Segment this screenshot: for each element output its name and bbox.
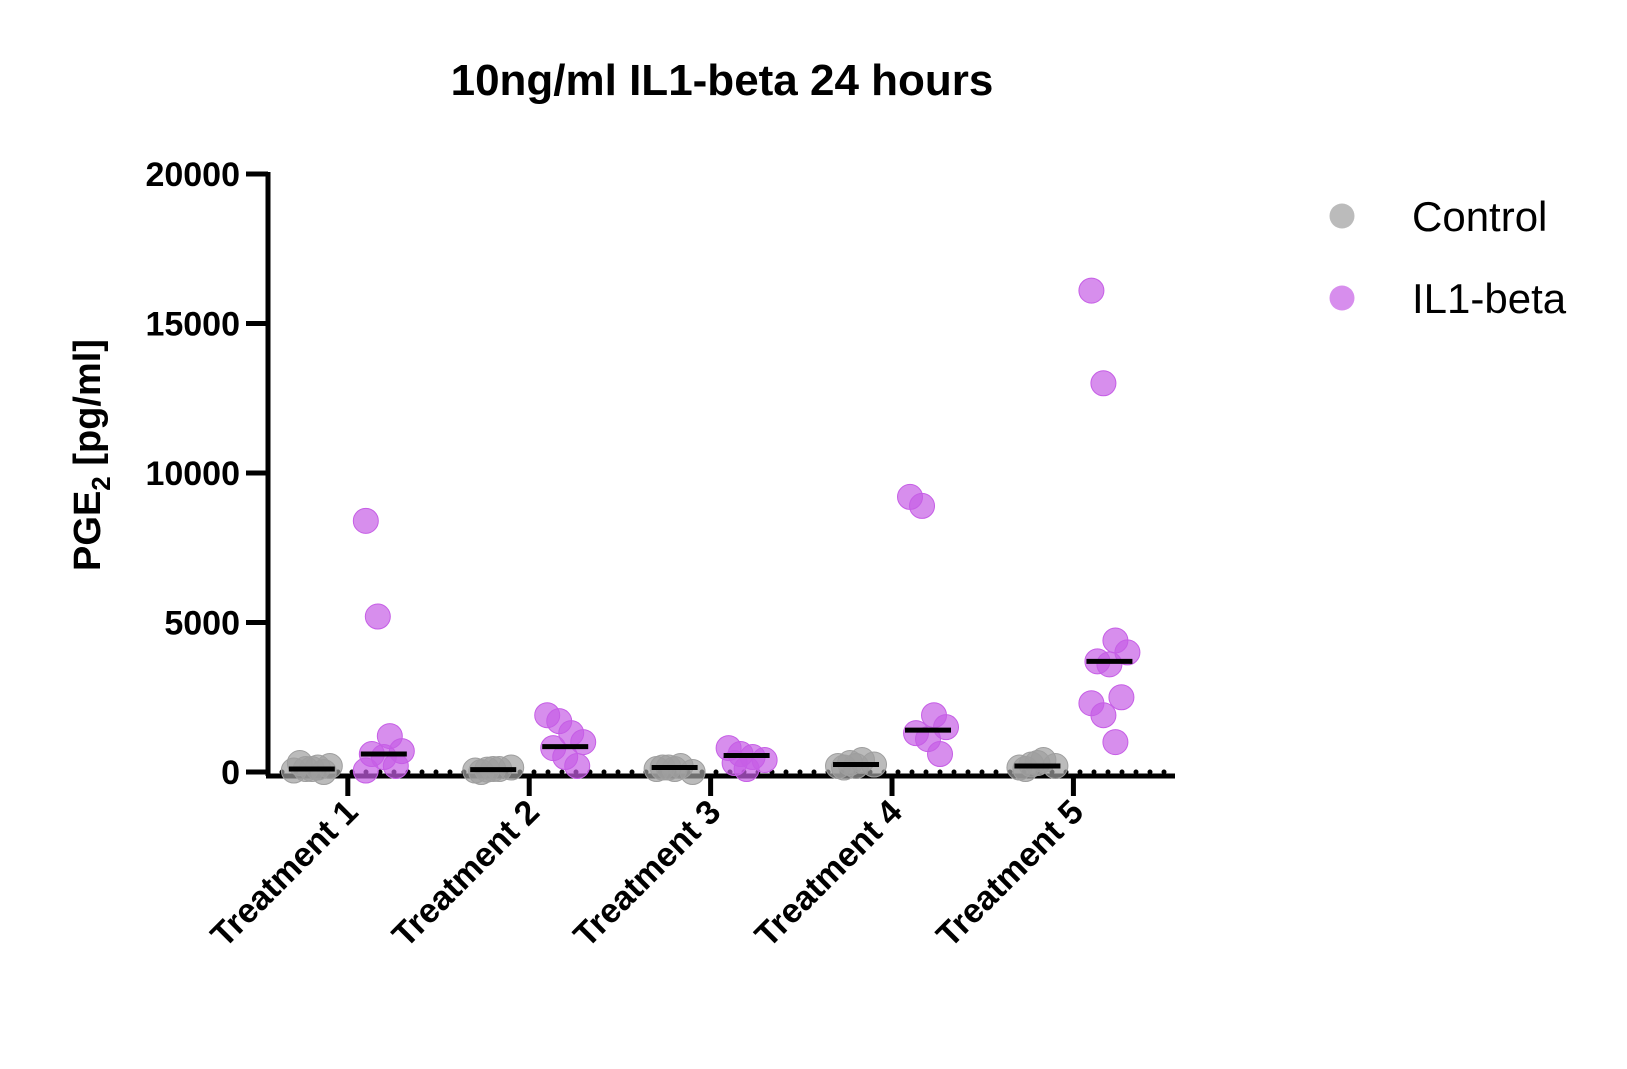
data-point-il1-beta	[933, 714, 960, 741]
legend-label: Control	[1412, 193, 1547, 240]
data-point-il1-beta	[1102, 729, 1129, 756]
x-tick-label: Treatment 5	[929, 793, 1091, 955]
y-tick-label: 0	[221, 754, 240, 792]
data-point-il1-beta	[1096, 651, 1123, 678]
data-point-control	[1024, 750, 1051, 777]
data-point-il1-beta	[1114, 639, 1141, 666]
data-point-il1-beta	[1090, 702, 1117, 729]
data-point-il1-beta	[1078, 277, 1105, 304]
data-point-il1-beta	[927, 741, 954, 768]
legend-marker	[1329, 203, 1355, 229]
chart-title: 10ng/ml IL1-beta 24 hours	[451, 56, 994, 105]
data-point-il1-beta	[733, 756, 760, 783]
y-tick-label: 5000	[164, 605, 240, 643]
y-axis-label: PGE2 [pg/ml]	[67, 339, 116, 571]
x-tick-label: Treatment 3	[566, 793, 728, 955]
y-tick-label: 20000	[145, 156, 240, 194]
y-tick-label: 10000	[145, 455, 240, 493]
data-point-il1-beta	[1090, 370, 1117, 397]
data-point-il1-beta	[364, 603, 391, 630]
data-point-il1-beta	[352, 507, 379, 534]
legend-label: IL1-beta	[1412, 275, 1567, 322]
x-tick-label: Treatment 1	[204, 793, 366, 955]
data-point-il1-beta	[564, 753, 591, 780]
data-point-il1-beta	[1108, 684, 1135, 711]
legend-marker	[1329, 285, 1355, 311]
data-point-il1-beta	[352, 757, 379, 784]
data-point-il1-beta	[909, 492, 936, 519]
x-tick-label: Treatment 2	[385, 793, 547, 955]
data-point-il1-beta	[382, 753, 409, 780]
data-point-control	[310, 759, 337, 785]
y-tick-label: 15000	[145, 306, 240, 344]
x-tick-label: Treatment 4	[748, 793, 910, 955]
